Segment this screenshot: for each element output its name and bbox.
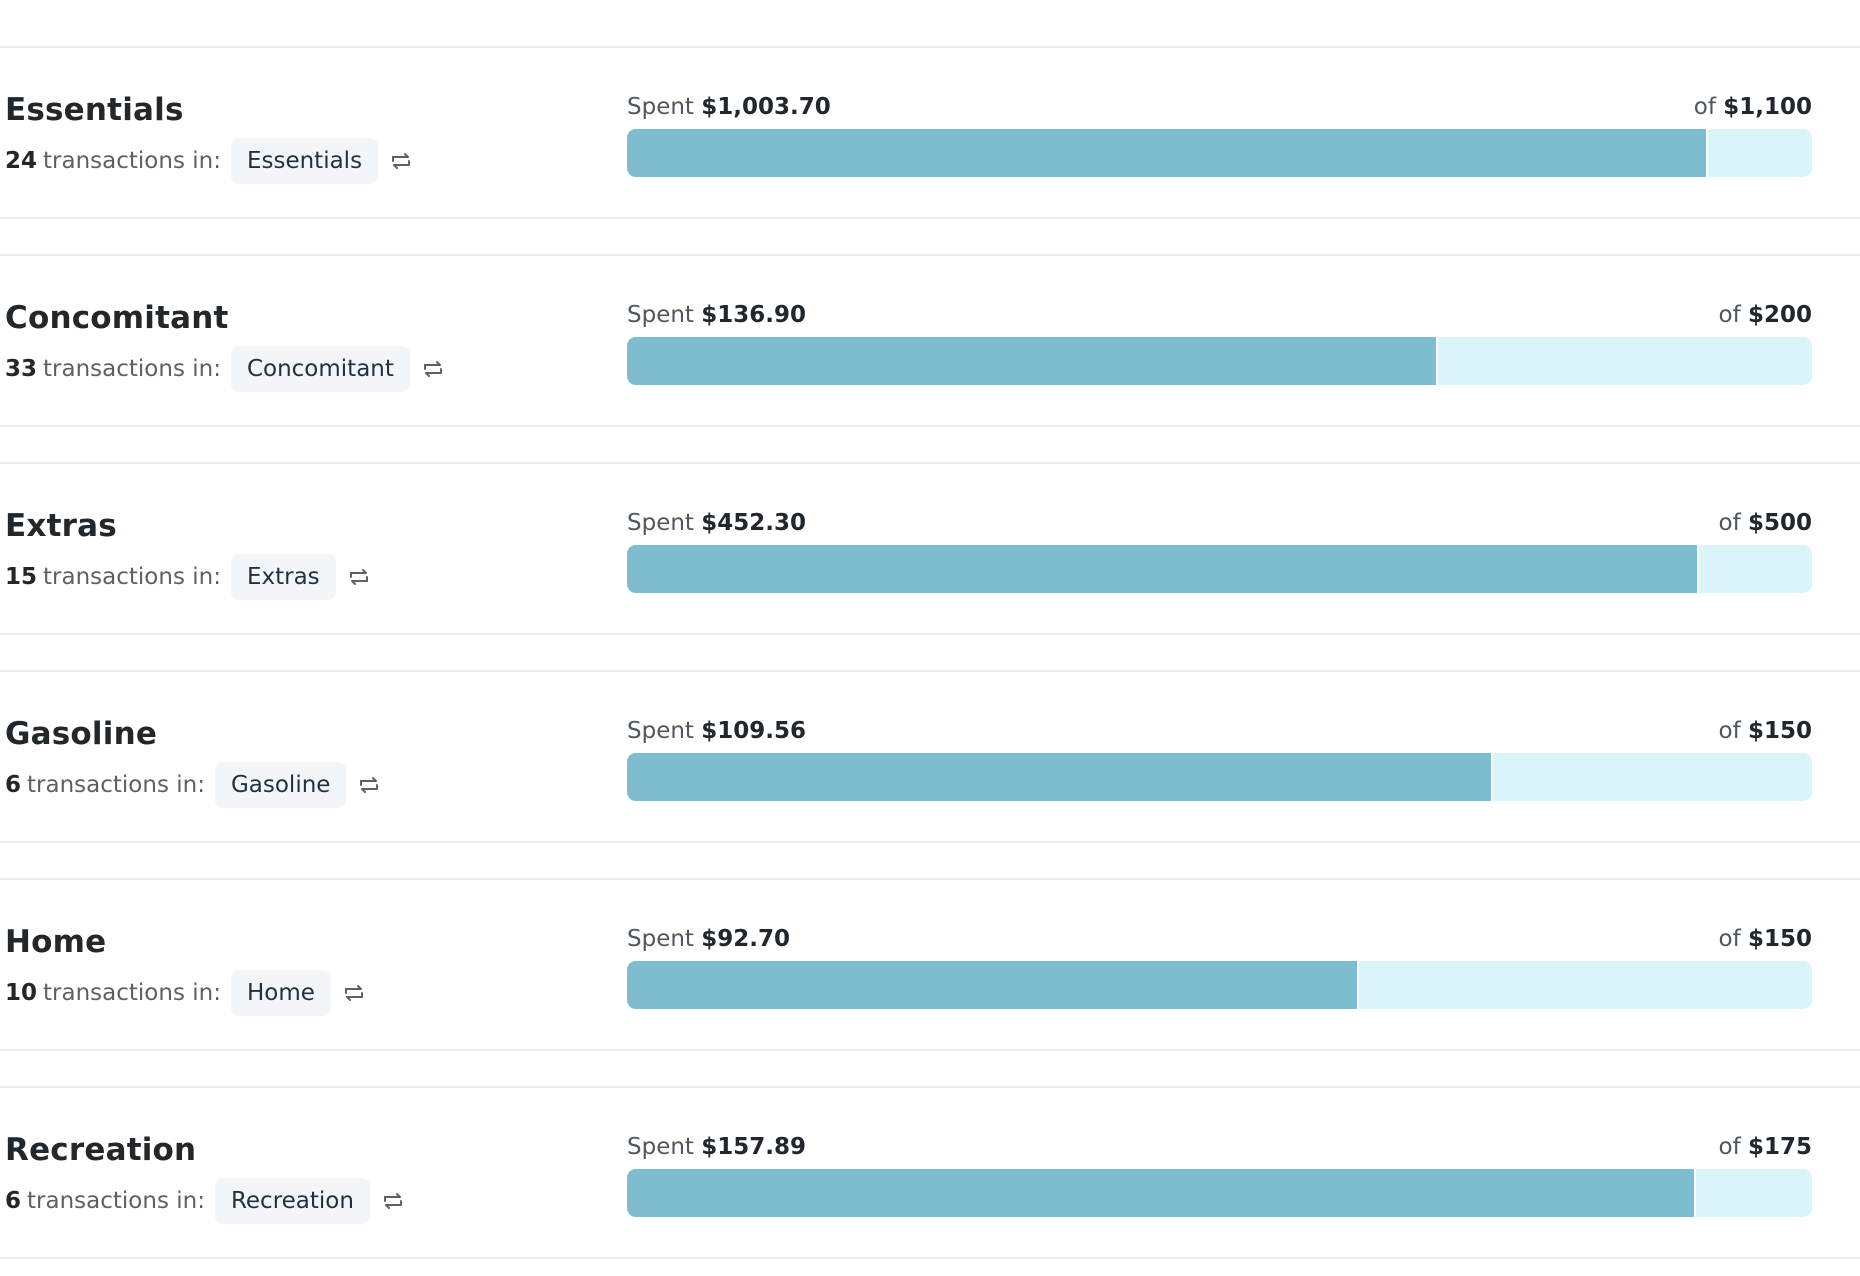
progress-bar-fill bbox=[627, 545, 1699, 593]
budget-card: Gasoline 6 transactions in: Gasoline Spe… bbox=[0, 670, 1860, 843]
transactions-in-label: transactions in: bbox=[43, 148, 221, 174]
budget-category-name: Essentials bbox=[5, 92, 184, 128]
budget-limit-line: of $150 bbox=[1719, 926, 1813, 952]
transactions-in-label: transactions in: bbox=[27, 1188, 205, 1214]
spent-amount: $92.70 bbox=[701, 926, 791, 952]
spent-label: Spent bbox=[627, 926, 694, 952]
progress-bar-fill bbox=[627, 129, 1709, 177]
spent-label: Spent bbox=[627, 718, 694, 744]
budget-card: Home 10 transactions in: Home Spent $92.… bbox=[0, 878, 1860, 1051]
progress-bar-track bbox=[627, 961, 1812, 1009]
budget-category-name: Recreation bbox=[5, 1132, 197, 1168]
budget-limit-line: of $1,100 bbox=[1694, 94, 1812, 120]
transaction-count: 15 bbox=[5, 564, 38, 590]
progress-bar-track bbox=[627, 545, 1812, 593]
progress-bar-fill bbox=[627, 753, 1493, 801]
progress-bar-fill bbox=[627, 337, 1439, 385]
budget-limit-line: of $500 bbox=[1719, 510, 1813, 536]
transactions-in-label: transactions in: bbox=[43, 980, 221, 1006]
of-label: of bbox=[1718, 302, 1741, 328]
transaction-count: 33 bbox=[5, 356, 38, 382]
budget-card: Concomitant 33 transactions in: Concomit… bbox=[0, 254, 1860, 427]
spent-amount-line: Spent $109.56 bbox=[627, 718, 806, 744]
budget-category-name: Extras bbox=[5, 508, 117, 544]
budget-meta: 6 transactions in: Gasoline bbox=[5, 762, 382, 808]
budget-card: Recreation 6 transactions in: Recreation… bbox=[0, 1086, 1860, 1259]
transactions-in-label: transactions in: bbox=[43, 564, 221, 590]
progress-bar-fill bbox=[627, 1169, 1697, 1217]
budget-limit-amount: $175 bbox=[1747, 1134, 1812, 1160]
budget-category-name: Concomitant bbox=[5, 300, 229, 336]
swap-arrows-icon[interactable] bbox=[356, 772, 382, 798]
transaction-count: 24 bbox=[5, 148, 38, 174]
budget-limit-amount: $150 bbox=[1747, 718, 1812, 744]
budget-category-name: Home bbox=[5, 924, 107, 960]
budget-meta: 33 transactions in: Concomitant bbox=[5, 346, 446, 392]
spent-amount: $157.89 bbox=[701, 1134, 807, 1160]
budget-limit-line: of $150 bbox=[1719, 718, 1813, 744]
budget-meta: 15 transactions in: Extras bbox=[5, 554, 372, 600]
spent-label: Spent bbox=[627, 510, 694, 536]
category-tag[interactable]: Gasoline bbox=[214, 762, 347, 808]
transaction-count: 6 bbox=[5, 772, 22, 798]
swap-arrows-icon[interactable] bbox=[341, 980, 367, 1006]
budget-category-name: Gasoline bbox=[5, 716, 158, 752]
spent-amount-line: Spent $136.90 bbox=[627, 302, 806, 328]
spent-label: Spent bbox=[627, 94, 694, 120]
swap-arrows-icon[interactable] bbox=[420, 356, 446, 382]
swap-arrows-icon[interactable] bbox=[388, 148, 414, 174]
category-tag[interactable]: Concomitant bbox=[230, 346, 410, 392]
category-tag[interactable]: Extras bbox=[230, 554, 336, 600]
progress-bar-fill bbox=[627, 961, 1360, 1009]
swap-arrows-icon[interactable] bbox=[346, 564, 372, 590]
transactions-in-label: transactions in: bbox=[27, 772, 205, 798]
spent-amount: $452.30 bbox=[701, 510, 807, 536]
budget-limit-amount: $1,100 bbox=[1723, 94, 1812, 120]
budget-meta: 6 transactions in: Recreation bbox=[5, 1178, 406, 1224]
spent-amount: $136.90 bbox=[701, 302, 807, 328]
category-tag[interactable]: Essentials bbox=[230, 138, 379, 184]
budget-meta: 10 transactions in: Home bbox=[5, 970, 367, 1016]
spent-amount-line: Spent $92.70 bbox=[627, 926, 790, 952]
of-label: of bbox=[1718, 718, 1741, 744]
spent-amount: $1,003.70 bbox=[701, 94, 831, 120]
budget-limit-amount: $500 bbox=[1747, 510, 1812, 536]
spent-amount-line: Spent $157.89 bbox=[627, 1134, 806, 1160]
swap-arrows-icon[interactable] bbox=[380, 1188, 406, 1214]
spent-amount-line: Spent $452.30 bbox=[627, 510, 806, 536]
category-tag[interactable]: Home bbox=[230, 970, 331, 1016]
transaction-count: 10 bbox=[5, 980, 38, 1006]
progress-bar-track bbox=[627, 129, 1812, 177]
progress-bar-track bbox=[627, 753, 1812, 801]
category-tag[interactable]: Recreation bbox=[214, 1178, 370, 1224]
transaction-count: 6 bbox=[5, 1188, 22, 1214]
budget-limit-line: of $175 bbox=[1719, 1134, 1813, 1160]
budget-card: Extras 15 transactions in: Extras Spent … bbox=[0, 462, 1860, 635]
of-label: of bbox=[1718, 926, 1741, 952]
spent-amount: $109.56 bbox=[701, 718, 807, 744]
progress-bar-track bbox=[627, 1169, 1812, 1217]
progress-bar-track bbox=[627, 337, 1812, 385]
spent-amount-line: Spent $1,003.70 bbox=[627, 94, 831, 120]
spent-label: Spent bbox=[627, 1134, 694, 1160]
budget-limit-amount: $150 bbox=[1747, 926, 1812, 952]
of-label: of bbox=[1718, 1134, 1741, 1160]
spent-label: Spent bbox=[627, 302, 694, 328]
of-label: of bbox=[1693, 94, 1716, 120]
transactions-in-label: transactions in: bbox=[43, 356, 221, 382]
budget-card: Essentials 24 transactions in: Essential… bbox=[0, 46, 1860, 219]
budget-limit-line: of $200 bbox=[1719, 302, 1813, 328]
of-label: of bbox=[1718, 510, 1741, 536]
budget-meta: 24 transactions in: Essentials bbox=[5, 138, 414, 184]
budget-limit-amount: $200 bbox=[1747, 302, 1812, 328]
